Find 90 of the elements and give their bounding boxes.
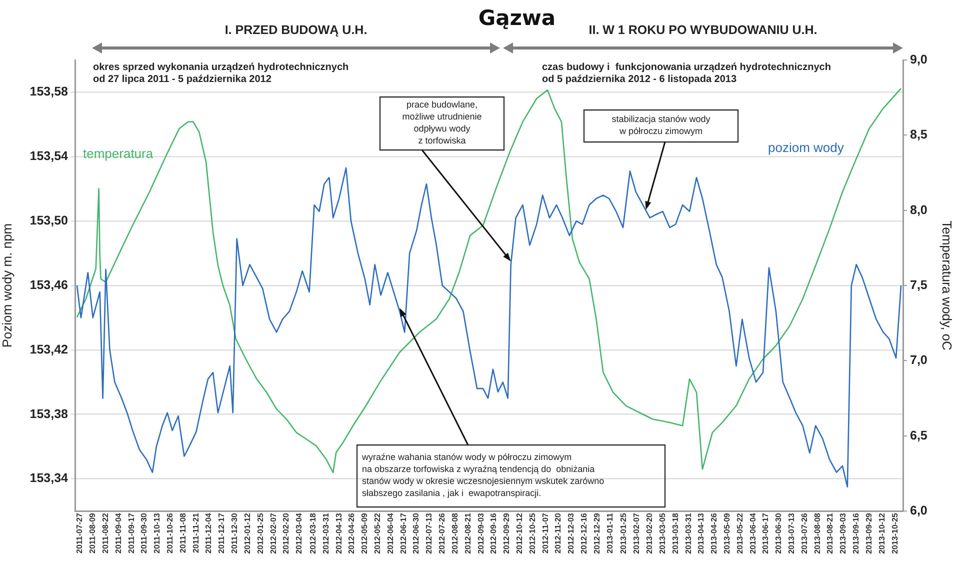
x-tick-label: 2012-09-29 — [502, 512, 512, 554]
x-tick-label: 2011-08-09 — [88, 512, 98, 554]
x-tick-label: 2012-03-18 — [308, 512, 318, 554]
annotation: okres sprzed wykonania urządzeń hydrotechnicznych od 27 lipca 2011 - 5 października 2012 — [93, 62, 349, 86]
x-tick-label: 2012-05-09 — [360, 512, 370, 554]
x-tick-label: 2011-11-08 — [178, 512, 188, 554]
x-tick-label: 2013-03-05 — [658, 512, 667, 554]
x-tick-label: 2012-07-26 — [438, 512, 447, 554]
x-tick-label: 2013-06-04 — [748, 512, 758, 554]
x-tick-label: 2013-07-13 — [787, 512, 796, 554]
y2-tick-label: 7,0 — [910, 353, 928, 368]
x-tick-label: 2012-07-13 — [424, 512, 434, 554]
x-tick-label: 2012-12-29 — [592, 512, 602, 554]
y-tick-label: 153,42 — [30, 342, 68, 356]
x-tick-label: 2012-04-26 — [347, 512, 356, 554]
x-tick-label: 2012-06-17 — [398, 512, 408, 554]
x-tick-label: 2012-05-22 — [373, 512, 382, 554]
y2-tick-label: 8,5 — [910, 128, 928, 142]
chart-title: Gązwa — [478, 6, 556, 30]
x-tick-label: 2013-05-22 — [735, 512, 744, 554]
x-tick-label: 2012-03-31 — [321, 512, 330, 554]
x-tick-label: 2012-01-25 — [256, 512, 265, 554]
x-tick-label: 2011-12-30 — [230, 512, 240, 554]
x-tick-label: 2013-09-03 — [838, 512, 848, 554]
x-tick-label: 2011-07-27 — [75, 512, 84, 554]
x-tick-label: 2013-06-30 — [774, 512, 784, 554]
x-tick-label: 2012-11-20 — [554, 512, 563, 554]
y-tick-label: 153,58 — [30, 84, 68, 99]
x-tick-label: 2013-03-31 — [684, 512, 693, 554]
text: I. PRZED BUDOWĄ U.H. — [224, 23, 368, 37]
x-tick-label: 2013-08-21 — [826, 512, 835, 554]
x-tick-label: 2012-11-07 — [540, 512, 550, 554]
y2-tick-label: 6,0 — [910, 503, 928, 518]
x-tick-label: 2013-01-11 — [605, 512, 614, 554]
y2-tick-label: 7,5 — [910, 278, 928, 292]
x-tick-label: 2012-09-03 — [476, 512, 486, 554]
text: poziom wody — [768, 140, 844, 155]
x-tick-label: 2012-10-25 — [528, 512, 537, 554]
x-tick-label: 2013-09-16 — [852, 512, 861, 554]
x-tick-label: 2011-12-04 — [204, 512, 214, 554]
annotation: prace budowlane, możliwe utrudnienie odpływu wody z torfowiska — [402, 99, 482, 146]
y-tick-label: 153,38 — [30, 406, 68, 421]
x-tick-label: 2013-10-25 — [890, 512, 900, 554]
x-tick-label: 2012-02-20 — [282, 512, 291, 554]
x-tick-label: 2011-11-21 — [191, 512, 200, 554]
x-tick-label: 2013-02-07 — [632, 512, 642, 554]
x-tick-label: 2012-09-16 — [489, 512, 498, 554]
x-tick-label: 2012-12-16 — [580, 512, 589, 554]
x-tick-label: 2011-09-17 — [126, 512, 136, 554]
annotation: czas budowy i funkcjonowania urządzeń hydrotechnicznych od 5 października 2012 - 6 listopada 2013 — [542, 62, 831, 86]
x-tick-label: 2011-08-22 — [100, 512, 110, 554]
x-tick-label: 2011-12-17 — [217, 512, 226, 554]
y2-tick-label: 6,5 — [910, 428, 928, 442]
y2-tick-label: 9,0 — [910, 52, 928, 66]
x-tick-label: 2013-04-13 — [696, 512, 706, 554]
x-tick-label: 2013-02-20 — [645, 512, 654, 554]
x-tick-label: 2013-01-25 — [619, 512, 628, 554]
x-tick-label: 2013-04-26 — [710, 512, 719, 554]
y-axis-title: Poziom wody m. npm — [0, 223, 14, 348]
x-tick-label: 2012-06-30 — [412, 512, 421, 554]
x-tick-label: 2012-03-04 — [294, 512, 304, 554]
x-tick-label: 2013-10-12 — [877, 512, 886, 554]
x-tick-label: 2012-04-13 — [334, 512, 344, 554]
x-tick-label: 2012-08-21 — [463, 512, 472, 554]
series-label: temperatura — [83, 146, 154, 161]
annotation: stabilizacja stanów wody w półroczu zimowym — [612, 114, 711, 136]
x-tick-label: 2012-12-03 — [566, 512, 576, 554]
x-tick-label: 2013-06-17 — [761, 512, 770, 554]
x-tick-label: 2012-02-07 — [268, 512, 278, 554]
y-tick-label: 153,46 — [30, 278, 68, 292]
x-tick-label: 2012-01-12 — [242, 512, 252, 554]
y-tick-label: 153,34 — [30, 471, 68, 486]
y2-axis-title: Temperatura wody, oC — [940, 220, 954, 350]
x-tick-label: 2011-09-30 — [140, 512, 149, 554]
x-tick-label: 2012-10-12 — [514, 512, 524, 554]
x-tick-label: 2011-09-04 — [114, 512, 123, 554]
x-tick-label: 2013-07-26 — [800, 512, 809, 554]
annotation: wyraźne wahania stanów wody w półroczu zimowym na obszarze torfowiska z wyraźną tendencją do obniżania stanów wody w okresie wczesnojesiennym wskutek zarówno słabszego zasilania , jak i ewapotranspiracji. — [361, 452, 604, 498]
y2-tick-label: 8,0 — [910, 202, 928, 217]
y-tick-label: 153,50 — [30, 214, 68, 228]
x-tick-label: 2013-05-09 — [722, 512, 732, 554]
x-tick-label: 2013-03-18 — [670, 512, 680, 554]
x-tick-label: 2013-09-29 — [864, 512, 874, 554]
text: II. W 1 ROKU PO WYBUDOWANIU U.H. — [588, 23, 818, 37]
y-tick-label: 153,54 — [30, 149, 68, 164]
x-tick-label: 2012-06-04 — [386, 512, 395, 554]
x-tick-label: 2011-10-26 — [166, 512, 175, 554]
x-tick-label: 2013-08-08 — [812, 512, 822, 554]
x-tick-label: 2012-08-08 — [450, 512, 460, 554]
x-tick-label: 2011-10-13 — [152, 512, 162, 554]
